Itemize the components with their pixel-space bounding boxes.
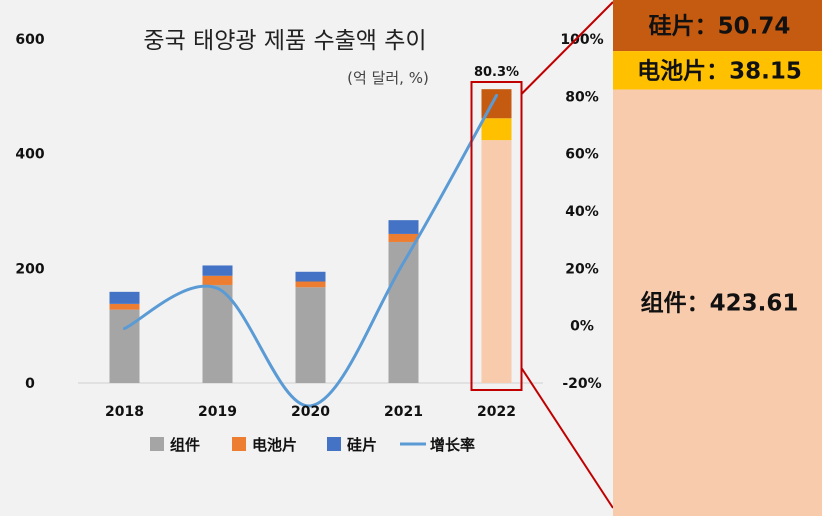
connector-line-bottom: [520, 367, 614, 509]
bar-segment: [202, 284, 233, 383]
x-tick-label: 2021: [384, 404, 423, 420]
connector-line-top: [520, 1, 614, 95]
left-axis: 0 200 400 600: [15, 32, 44, 392]
x-axis: 2018 2019 2020 2021 2022: [105, 404, 516, 420]
legend-label: 电池片: [252, 436, 297, 454]
right-tick-label: 40%: [565, 204, 599, 220]
left-tick-label: 400: [15, 147, 44, 163]
bar-segment: [481, 140, 512, 383]
highlight-box: [470, 81, 523, 391]
legend-swatch: [150, 437, 164, 451]
left-tick-label: 200: [15, 261, 44, 277]
right-tick-label: 80%: [565, 89, 599, 105]
x-tick-label: 2019: [198, 404, 237, 420]
chart-title: 중국 태양광 제품 수출액 추이: [143, 28, 426, 54]
breakdown-segment: [613, 89, 822, 516]
line-series: [123, 93, 498, 408]
legend-label: 硅片: [347, 436, 377, 454]
bar-segment: [202, 265, 233, 276]
breakdown-segment: [613, 0, 822, 52]
x-tick-label: 2018: [105, 404, 144, 420]
bar-segment: [481, 118, 512, 141]
bar-segment: [295, 271, 326, 282]
legend-label: 组件: [170, 436, 200, 454]
breakdown-label: 硅片：50.74: [649, 14, 791, 40]
bar-segment: [295, 281, 326, 288]
bar-segment: [109, 291, 140, 304]
bar-segment: [388, 220, 419, 234]
legend-label: 增长率: [430, 436, 475, 454]
x-tick-label: 2022: [477, 404, 516, 420]
right-tick-label: 60%: [565, 147, 599, 163]
right-tick-label: -20%: [562, 376, 601, 392]
right-axis: -20%0%20%40%60%80%100%: [560, 32, 603, 392]
legend-swatch: [232, 437, 246, 451]
breakdown-label: 组件：423.61: [641, 290, 799, 317]
right-tick-label: 20%: [565, 261, 599, 277]
breakdown-label: 电池片：38.15: [637, 58, 802, 84]
right-tick-label: 0%: [570, 319, 594, 335]
breakdown-panel: 硅片：50.74 电池片：38.15 组件：423.61: [613, 0, 822, 516]
left-tick-label: 600: [15, 32, 44, 48]
breakdown-segment: [613, 51, 822, 90]
legend-swatch: [327, 437, 341, 451]
bar-segment: [388, 233, 419, 242]
unit-note: (억 달러, %): [347, 69, 429, 87]
bar-segment: [109, 303, 140, 310]
bar-segment: [202, 275, 233, 285]
growth-line: [123, 93, 498, 408]
bar-series: [109, 89, 512, 383]
legend: 组件 电池片 硅片 增长率: [150, 436, 475, 454]
highlight-label: 80.3%: [474, 65, 519, 80]
x-tick-label: 2020: [291, 404, 330, 420]
left-tick-label: 0: [25, 376, 35, 392]
bar-segment: [295, 287, 326, 383]
